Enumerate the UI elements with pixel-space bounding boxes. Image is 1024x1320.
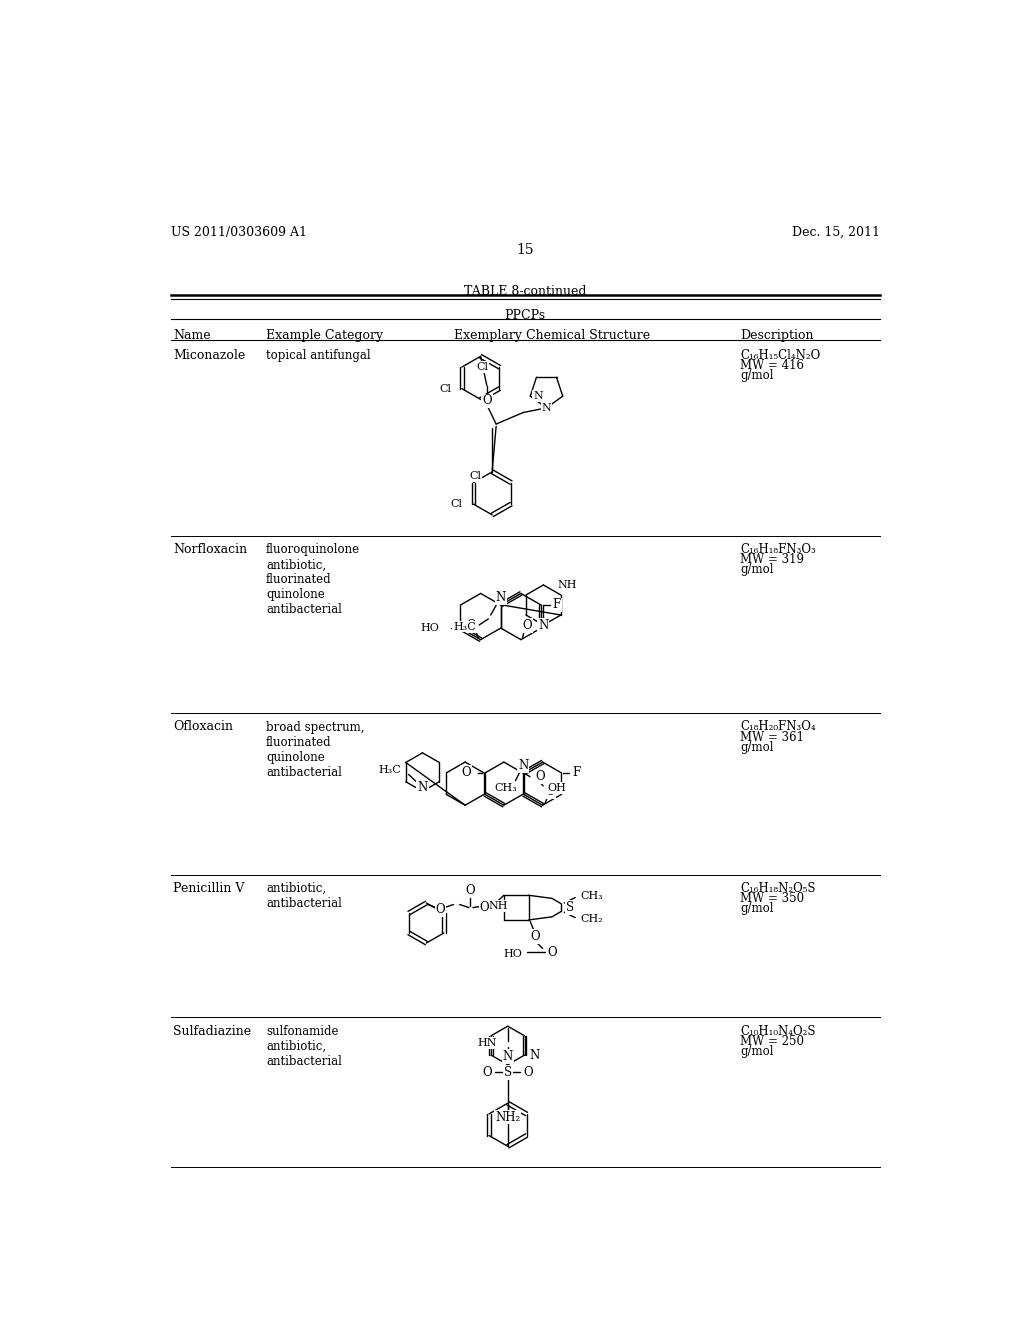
Text: HO: HO: [421, 623, 439, 634]
Text: NH₂: NH₂: [496, 1110, 520, 1123]
Text: O: O: [435, 903, 445, 916]
Text: C₁₈H₂₀FN₃O₄: C₁₈H₂₀FN₃O₄: [740, 721, 816, 734]
Text: CH₃: CH₃: [581, 891, 603, 902]
Text: C₁₆H₁₈N₂O₅S: C₁₆H₁₈N₂O₅S: [740, 882, 816, 895]
Text: MW = 361: MW = 361: [740, 730, 804, 743]
Text: O: O: [467, 619, 476, 632]
Text: O: O: [523, 1065, 532, 1078]
Text: O: O: [530, 931, 540, 944]
Text: Example Category: Example Category: [266, 330, 383, 342]
Text: Sulfadiazine: Sulfadiazine: [173, 1024, 251, 1038]
Text: HO: HO: [504, 949, 522, 958]
Text: N: N: [418, 781, 428, 795]
Text: TABLE 8-continued: TABLE 8-continued: [464, 285, 586, 298]
Text: OH: OH: [547, 783, 566, 793]
Text: O: O: [546, 785, 555, 797]
Text: NH: NH: [488, 902, 508, 911]
Text: N: N: [496, 591, 506, 603]
Text: F: F: [572, 767, 581, 779]
Text: g/mol: g/mol: [740, 564, 774, 577]
Text: PPCPs: PPCPs: [504, 309, 546, 322]
Text: O: O: [461, 767, 471, 779]
Text: N: N: [542, 403, 551, 413]
Text: Miconazole: Miconazole: [173, 350, 245, 363]
Text: N: N: [534, 391, 543, 401]
Text: F: F: [553, 598, 561, 611]
Text: N: N: [539, 619, 549, 631]
Text: O: O: [465, 884, 474, 898]
Text: C₁₆H₁₈FN₃O₃: C₁₆H₁₈FN₃O₃: [740, 544, 816, 557]
Text: Ofloxacin: Ofloxacin: [173, 721, 232, 734]
Text: C₁₆H₁₅Cl₄N₂O: C₁₆H₁₅Cl₄N₂O: [740, 350, 820, 363]
Text: O: O: [482, 395, 492, 408]
Text: NH: NH: [557, 579, 577, 590]
Text: broad spectrum,
fluorinated
quinolone
antibacterial: broad spectrum, fluorinated quinolone an…: [266, 721, 365, 779]
Text: C₁₀H₁₀N₄O₂S: C₁₀H₁₀N₄O₂S: [740, 1024, 816, 1038]
Text: Cl: Cl: [476, 362, 488, 372]
Text: O: O: [479, 902, 489, 915]
Text: H₃C: H₃C: [454, 622, 476, 631]
Text: N: N: [518, 759, 528, 772]
Text: MW = 350: MW = 350: [740, 892, 805, 906]
Text: CH₂: CH₂: [581, 915, 603, 924]
Text: Norfloxacin: Norfloxacin: [173, 544, 247, 557]
Text: O: O: [482, 1065, 493, 1078]
Text: MW = 416: MW = 416: [740, 359, 804, 372]
Text: S: S: [566, 902, 574, 915]
Text: sulfonamide
antibiotic,
antibacterial: sulfonamide antibiotic, antibacterial: [266, 1024, 342, 1068]
Text: Penicillin V: Penicillin V: [173, 882, 245, 895]
Text: g/mol: g/mol: [740, 370, 774, 383]
Text: US 2011/0303609 A1: US 2011/0303609 A1: [171, 226, 306, 239]
Text: O: O: [536, 770, 545, 783]
Text: Cl: Cl: [469, 471, 481, 480]
Text: g/mol: g/mol: [740, 1044, 774, 1057]
Text: g/mol: g/mol: [740, 903, 774, 915]
Text: HN: HN: [477, 1038, 497, 1048]
Text: CH₃: CH₃: [494, 783, 517, 793]
Text: 15: 15: [516, 243, 534, 257]
Text: H₃C: H₃C: [378, 764, 400, 775]
Text: MW = 319: MW = 319: [740, 553, 804, 566]
Text: g/mol: g/mol: [740, 741, 774, 754]
Text: Name: Name: [173, 330, 211, 342]
Text: topical antifungal: topical antifungal: [266, 350, 371, 363]
Text: Description: Description: [740, 330, 814, 342]
Text: fluoroquinolone
antibiotic,
fluorinated
quinolone
antibacterial: fluoroquinolone antibiotic, fluorinated …: [266, 544, 360, 616]
Text: Cl: Cl: [451, 499, 463, 510]
Text: antibiotic,
antibacterial: antibiotic, antibacterial: [266, 882, 342, 911]
Text: O: O: [522, 619, 531, 632]
Text: N: N: [529, 1048, 540, 1061]
Text: Exemplary Chemical Structure: Exemplary Chemical Structure: [454, 330, 649, 342]
Text: Cl: Cl: [439, 384, 451, 393]
Text: S: S: [504, 1065, 512, 1078]
Text: MW = 250: MW = 250: [740, 1035, 804, 1048]
Text: Dec. 15, 2011: Dec. 15, 2011: [792, 226, 880, 239]
Text: O: O: [547, 945, 557, 958]
Text: N: N: [503, 1051, 513, 1063]
